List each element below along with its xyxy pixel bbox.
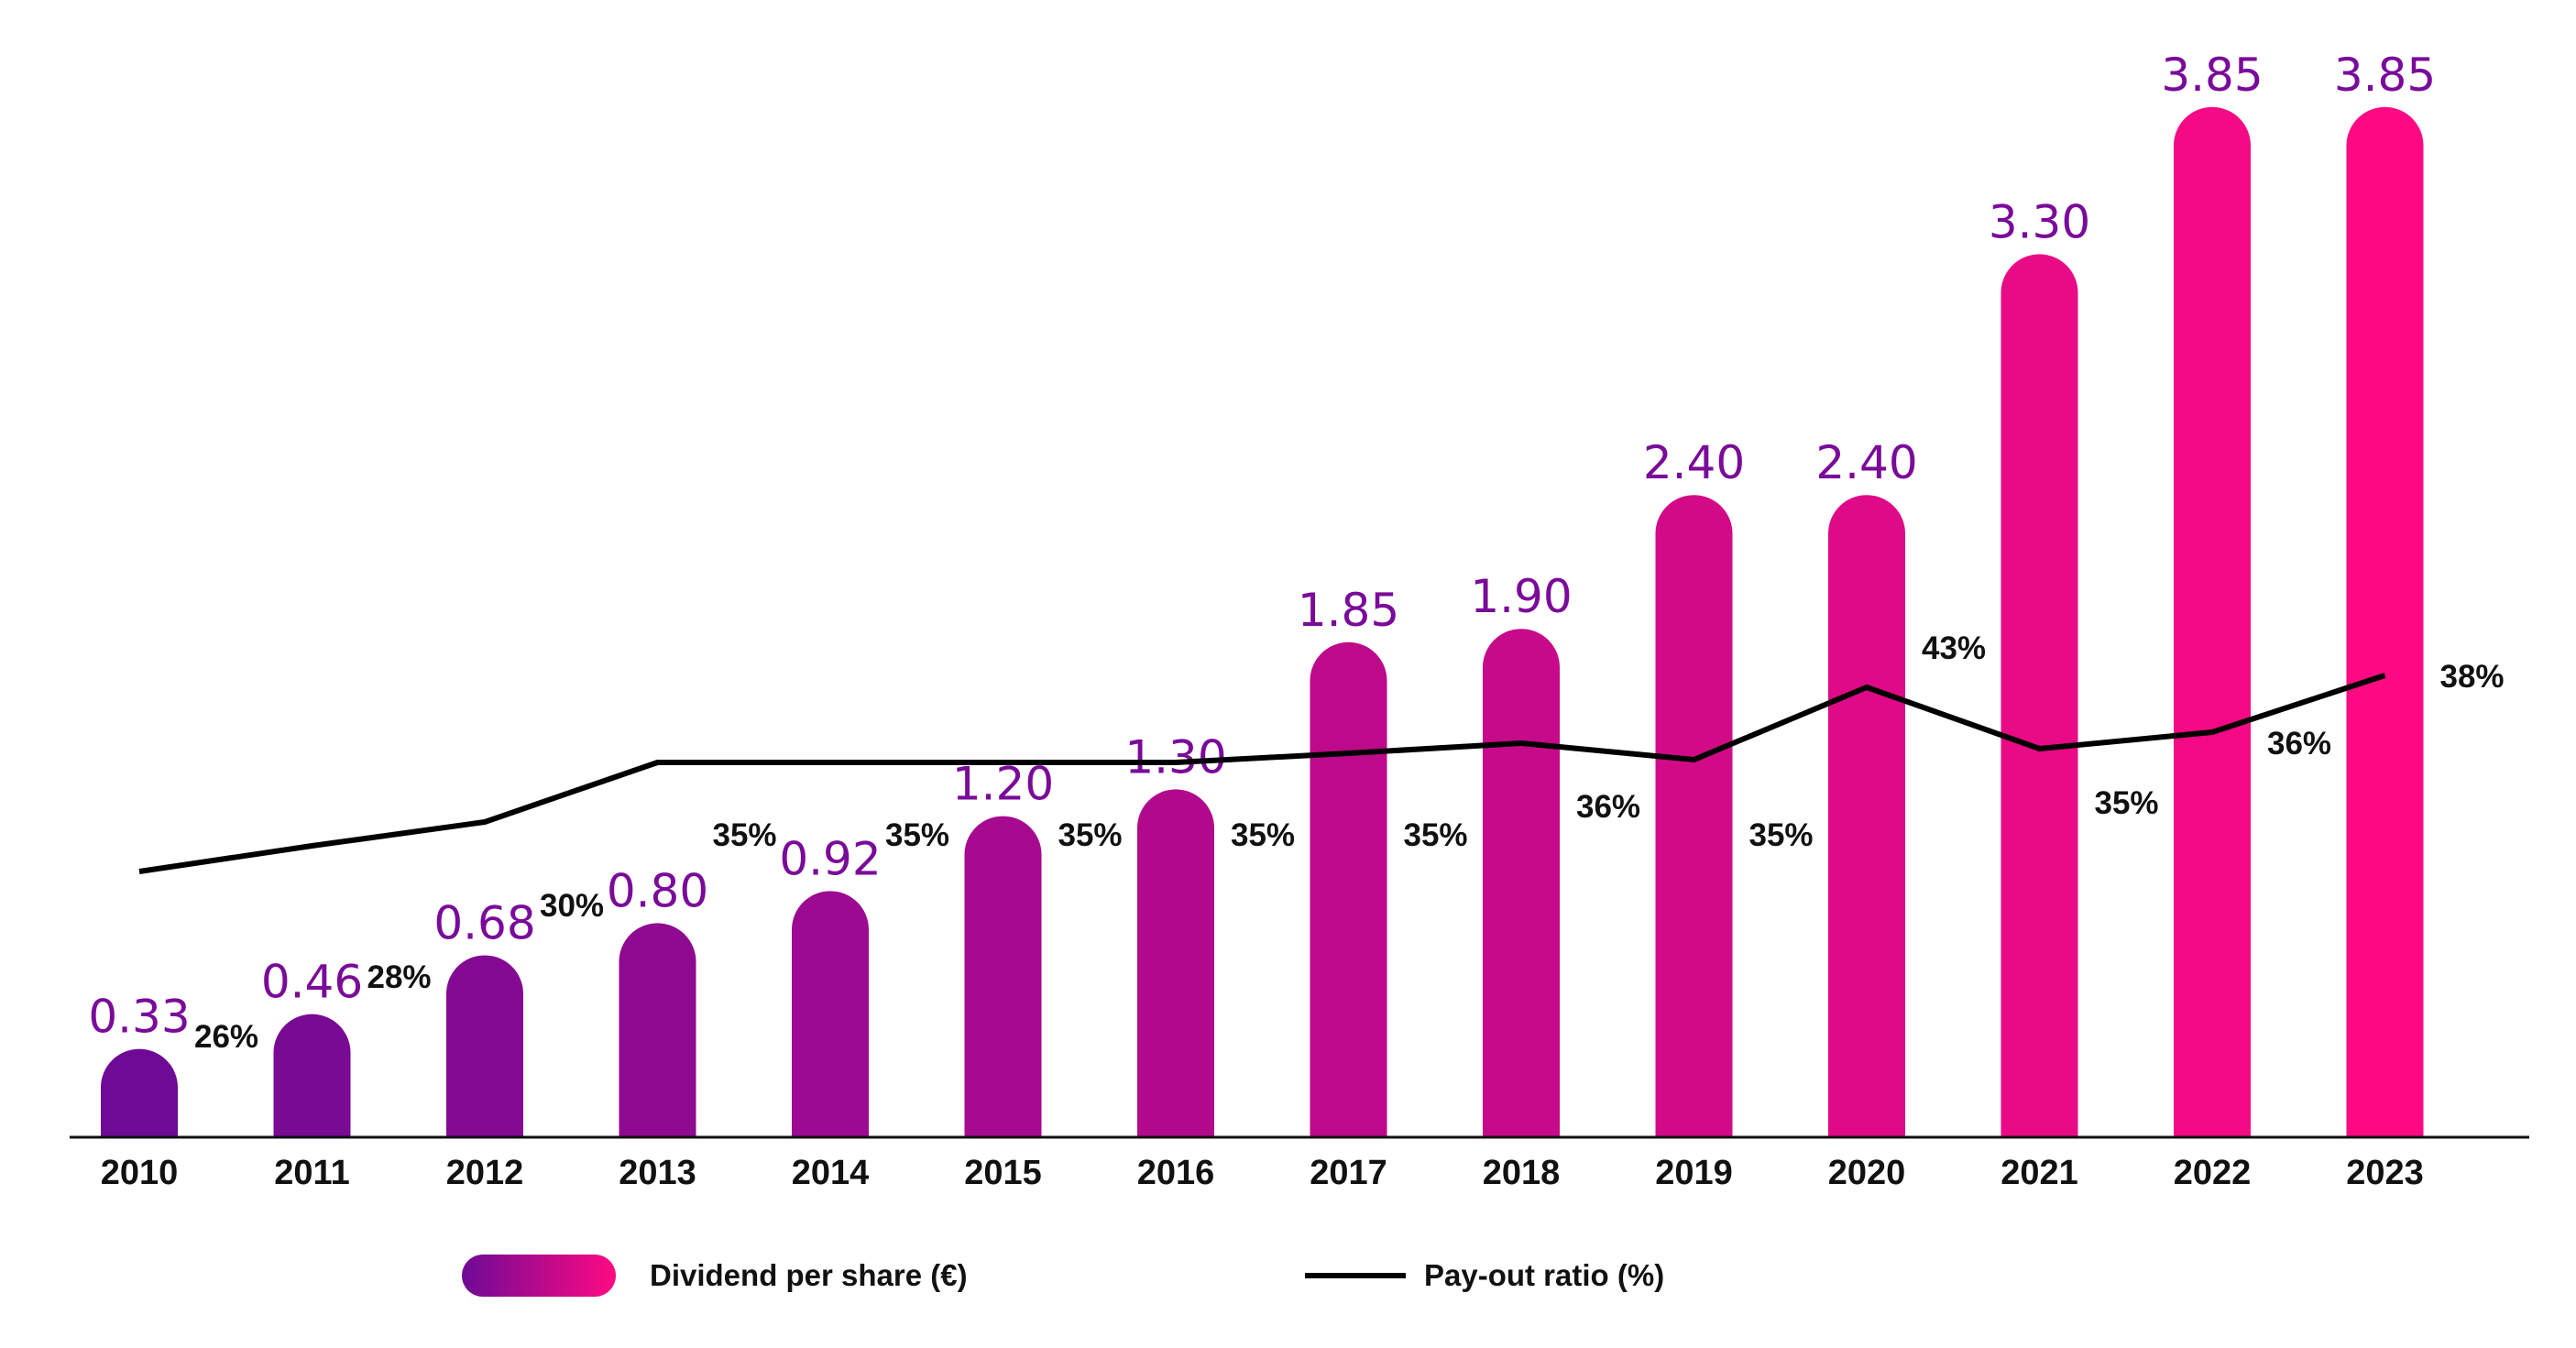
x-tick-label-2023: 2023 [2346,1154,2424,1192]
bar-2016 [1137,789,1214,1137]
bar-value-labels: 0.33 0.46 0.68 0.80 0.92 1.20 1.30 1.85 1.90 2.40… [88,49,2436,1044]
bar-value-label-2021: 3.30 [1989,195,2090,248]
payout-ratio-label-2012: 30% [540,888,604,924]
x-tick-label-2014: 2014 [792,1154,870,1192]
payout-ratio-label-2010: 26% [194,1019,258,1055]
payout-ratio-line [138,673,2386,874]
payout-ratio-label-2014: 35% [885,817,949,853]
legend-label-payout: Pay-out ratio (%) [1424,1258,1664,1292]
bar-2018 [1483,629,1560,1137]
x-tick-label-2022: 2022 [2174,1154,2252,1192]
payout-ratio-label-2020: 43% [1922,630,1986,666]
bar-series [101,106,2424,1137]
payout-ratio-label-2011: 28% [367,959,432,995]
bar-2023 [2346,106,2424,1137]
payout-ratio-labels: 26% 28% 30% 35% 35% 35% 35% 35% 36% 35% 43% 35% 36% 3… [194,630,2505,1055]
x-tick-label-2021: 2021 [2001,1154,2078,1192]
payout-ratio-label-2016: 35% [1231,817,1295,853]
bar-2011 [273,1014,351,1137]
bar-2013 [619,923,696,1137]
legend: Dividend per share (€) Pay-out ratio (%) [462,1255,1664,1297]
bar-value-label-2018: 1.90 [1470,570,1572,623]
payout-ratio-label-2013: 35% [713,817,777,853]
x-tick-label-2011: 2011 [274,1154,349,1192]
bar-2012 [446,955,523,1137]
x-tick-label-2016: 2016 [1137,1154,1215,1192]
bar-value-label-2012: 0.68 [433,896,535,949]
bar-2017 [1310,641,1387,1137]
bar-value-label-2017: 1.85 [1298,584,1399,637]
legend-label-dividend: Dividend per share (€) [650,1258,968,1292]
x-tick-label-2019: 2019 [1655,1154,1733,1192]
bar-2014 [792,891,869,1137]
bar-value-label-2011: 0.46 [261,956,363,1009]
bar-2015 [964,816,1042,1137]
bar-2010 [101,1048,178,1137]
bar-value-label-2020: 2.40 [1815,436,1917,489]
bar-value-label-2019: 2.40 [1643,436,1745,489]
x-tick-label-2017: 2017 [1310,1154,1387,1192]
payout-ratio-label-2023: 38% [2440,659,2505,695]
bar-2019 [1655,495,1733,1137]
x-tick-label-2020: 2020 [1828,1154,1906,1192]
payout-ratio-label-2015: 35% [1058,817,1123,853]
x-tick-label-2012: 2012 [446,1154,524,1192]
x-tick-label-2015: 2015 [964,1154,1042,1192]
bar-value-label-2014: 0.92 [779,832,881,885]
bar-value-label-2023: 3.85 [2334,49,2436,102]
payout-ratio-label-2017: 35% [1404,817,1468,853]
x-tick-label-2018: 2018 [1483,1154,1561,1192]
bar-value-label-2015: 1.20 [952,758,1054,811]
legend-swatch-dividend [462,1255,616,1297]
payout-ratio-label-2019: 35% [1749,817,1814,853]
bar-2020 [1828,495,1905,1137]
bar-value-label-2013: 0.80 [607,864,708,917]
x-tick-label-2013: 2013 [619,1154,696,1192]
bar-2022 [2174,106,2251,1137]
bar-value-label-2010: 0.33 [88,991,190,1044]
x-tick-label-2010: 2010 [101,1154,179,1192]
bar-2021 [2001,254,2078,1137]
x-axis-tick-labels: 2010 2011 2012 2013 2014 2015 2016 2017 2018 2019… [101,1154,2424,1192]
bar-value-label-2016: 1.30 [1124,730,1226,784]
payout-ratio-label-2022: 36% [2267,726,2331,762]
payout-ratio-label-2021: 35% [2095,785,2159,821]
payout-ratio-label-2018: 36% [1576,789,1640,825]
bar-value-label-2022: 3.85 [2161,49,2263,102]
